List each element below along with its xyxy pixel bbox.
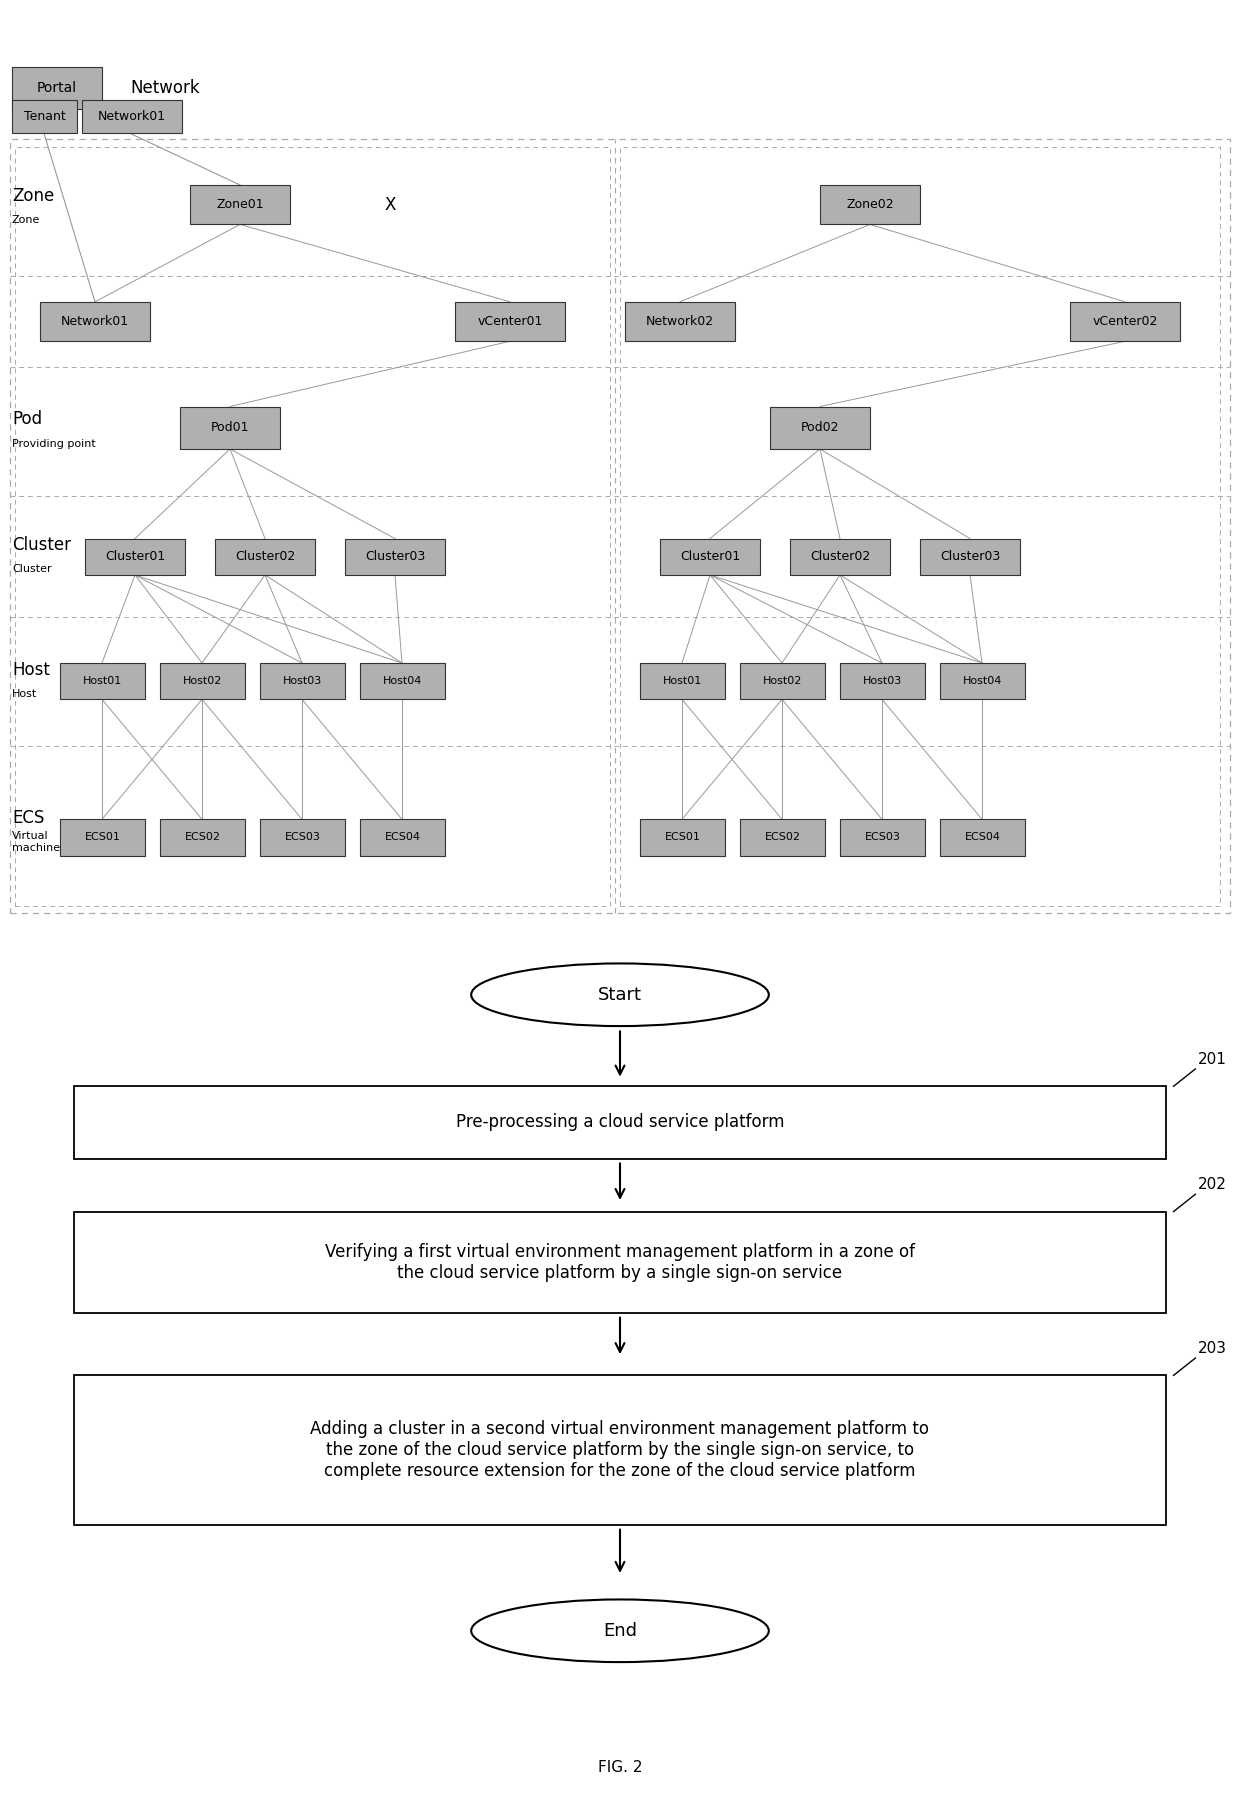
Bar	[86, 539, 185, 575]
Text: Host04: Host04	[383, 676, 422, 687]
Bar	[60, 664, 145, 700]
Bar	[839, 664, 925, 700]
Bar	[260, 664, 345, 700]
Text: Host03: Host03	[283, 676, 322, 687]
Ellipse shape	[471, 1599, 769, 1662]
Bar	[74, 1376, 1166, 1525]
Bar	[455, 301, 565, 341]
Bar	[360, 664, 445, 700]
Text: 201: 201	[1198, 1051, 1228, 1067]
Bar	[40, 301, 150, 341]
Bar	[920, 539, 1021, 575]
Bar	[640, 819, 725, 856]
Text: Host: Host	[12, 662, 50, 678]
Text: X: X	[384, 197, 396, 215]
Bar	[215, 539, 315, 575]
Text: Cluster: Cluster	[12, 564, 52, 573]
Text: Network: Network	[130, 79, 200, 97]
Text: Zone: Zone	[12, 186, 55, 204]
Text: Host02: Host02	[182, 676, 222, 687]
Bar	[12, 67, 102, 108]
Bar	[345, 539, 445, 575]
Text: Host04: Host04	[962, 676, 1002, 687]
Bar	[10, 139, 1230, 914]
Text: FIG. 2: FIG. 2	[598, 1760, 642, 1776]
Bar	[190, 186, 290, 224]
Bar	[620, 148, 1220, 905]
Text: End: End	[603, 1621, 637, 1639]
Bar	[640, 664, 725, 700]
Text: vCenter02: vCenter02	[1092, 316, 1158, 328]
Text: ECS02: ECS02	[185, 833, 221, 842]
Text: Host03: Host03	[863, 676, 903, 687]
Text: Portal: Portal	[37, 81, 77, 96]
Bar	[180, 406, 280, 449]
Bar	[360, 819, 445, 856]
Bar	[260, 819, 345, 856]
Bar	[60, 819, 145, 856]
Text: Verifying a first virtual environment management platform in a zone of
the cloud: Verifying a first virtual environment ma…	[325, 1242, 915, 1282]
Bar	[160, 819, 246, 856]
Bar	[839, 819, 925, 856]
Bar	[160, 664, 246, 700]
Text: Host: Host	[12, 689, 37, 700]
Ellipse shape	[471, 963, 769, 1026]
Text: Adding a cluster in a second virtual environment management platform to
the zone: Adding a cluster in a second virtual env…	[310, 1421, 930, 1480]
Text: ECS03: ECS03	[284, 833, 320, 842]
Text: Host01: Host01	[663, 676, 702, 687]
Text: Providing point: Providing point	[12, 438, 95, 449]
Text: Start: Start	[598, 986, 642, 1004]
Text: Cluster03: Cluster03	[940, 550, 1001, 563]
Text: Zone: Zone	[12, 215, 41, 225]
Text: Cluster03: Cluster03	[365, 550, 425, 563]
Text: ECS01: ECS01	[84, 833, 120, 842]
Bar	[940, 664, 1025, 700]
Bar	[740, 819, 825, 856]
Text: Network01: Network01	[98, 110, 166, 123]
Text: Pre-processing a cloud service platform: Pre-processing a cloud service platform	[456, 1114, 784, 1132]
Text: Cluster02: Cluster02	[234, 550, 295, 563]
Bar	[770, 406, 870, 449]
Text: 203: 203	[1198, 1341, 1228, 1356]
Bar	[940, 819, 1025, 856]
Bar	[740, 664, 825, 700]
Text: Cluster: Cluster	[12, 535, 71, 554]
Text: ECS02: ECS02	[765, 833, 801, 842]
Text: vCenter01: vCenter01	[477, 316, 543, 328]
Text: Zone01: Zone01	[216, 198, 264, 211]
Text: Pod02: Pod02	[801, 422, 839, 435]
Text: ECS: ECS	[12, 810, 45, 828]
Text: Virtual
machine: Virtual machine	[12, 831, 60, 853]
Text: Cluster01: Cluster01	[680, 550, 740, 563]
Text: Network02: Network02	[646, 316, 714, 328]
Text: Host01: Host01	[83, 676, 122, 687]
Bar	[12, 99, 77, 133]
Bar	[74, 1212, 1166, 1313]
Bar	[790, 539, 890, 575]
Bar	[625, 301, 735, 341]
Bar	[820, 186, 920, 224]
Text: FIG. 1: FIG. 1	[598, 966, 642, 981]
Bar	[660, 539, 760, 575]
Bar	[74, 1085, 1166, 1159]
Text: Cluster02: Cluster02	[810, 550, 870, 563]
Text: 202: 202	[1198, 1177, 1228, 1192]
Text: ECS04: ECS04	[965, 833, 1001, 842]
Bar	[15, 148, 610, 905]
Text: ECS01: ECS01	[665, 833, 701, 842]
Text: Network01: Network01	[61, 316, 129, 328]
Text: Host02: Host02	[763, 676, 802, 687]
Text: Pod: Pod	[12, 411, 42, 429]
Text: Cluster01: Cluster01	[105, 550, 165, 563]
Text: Zone02: Zone02	[846, 198, 894, 211]
Bar	[82, 99, 182, 133]
Text: ECS04: ECS04	[384, 833, 420, 842]
Text: ECS03: ECS03	[864, 833, 900, 842]
Bar	[1070, 301, 1180, 341]
Text: Pod01: Pod01	[211, 422, 249, 435]
Text: Tenant: Tenant	[24, 110, 66, 123]
